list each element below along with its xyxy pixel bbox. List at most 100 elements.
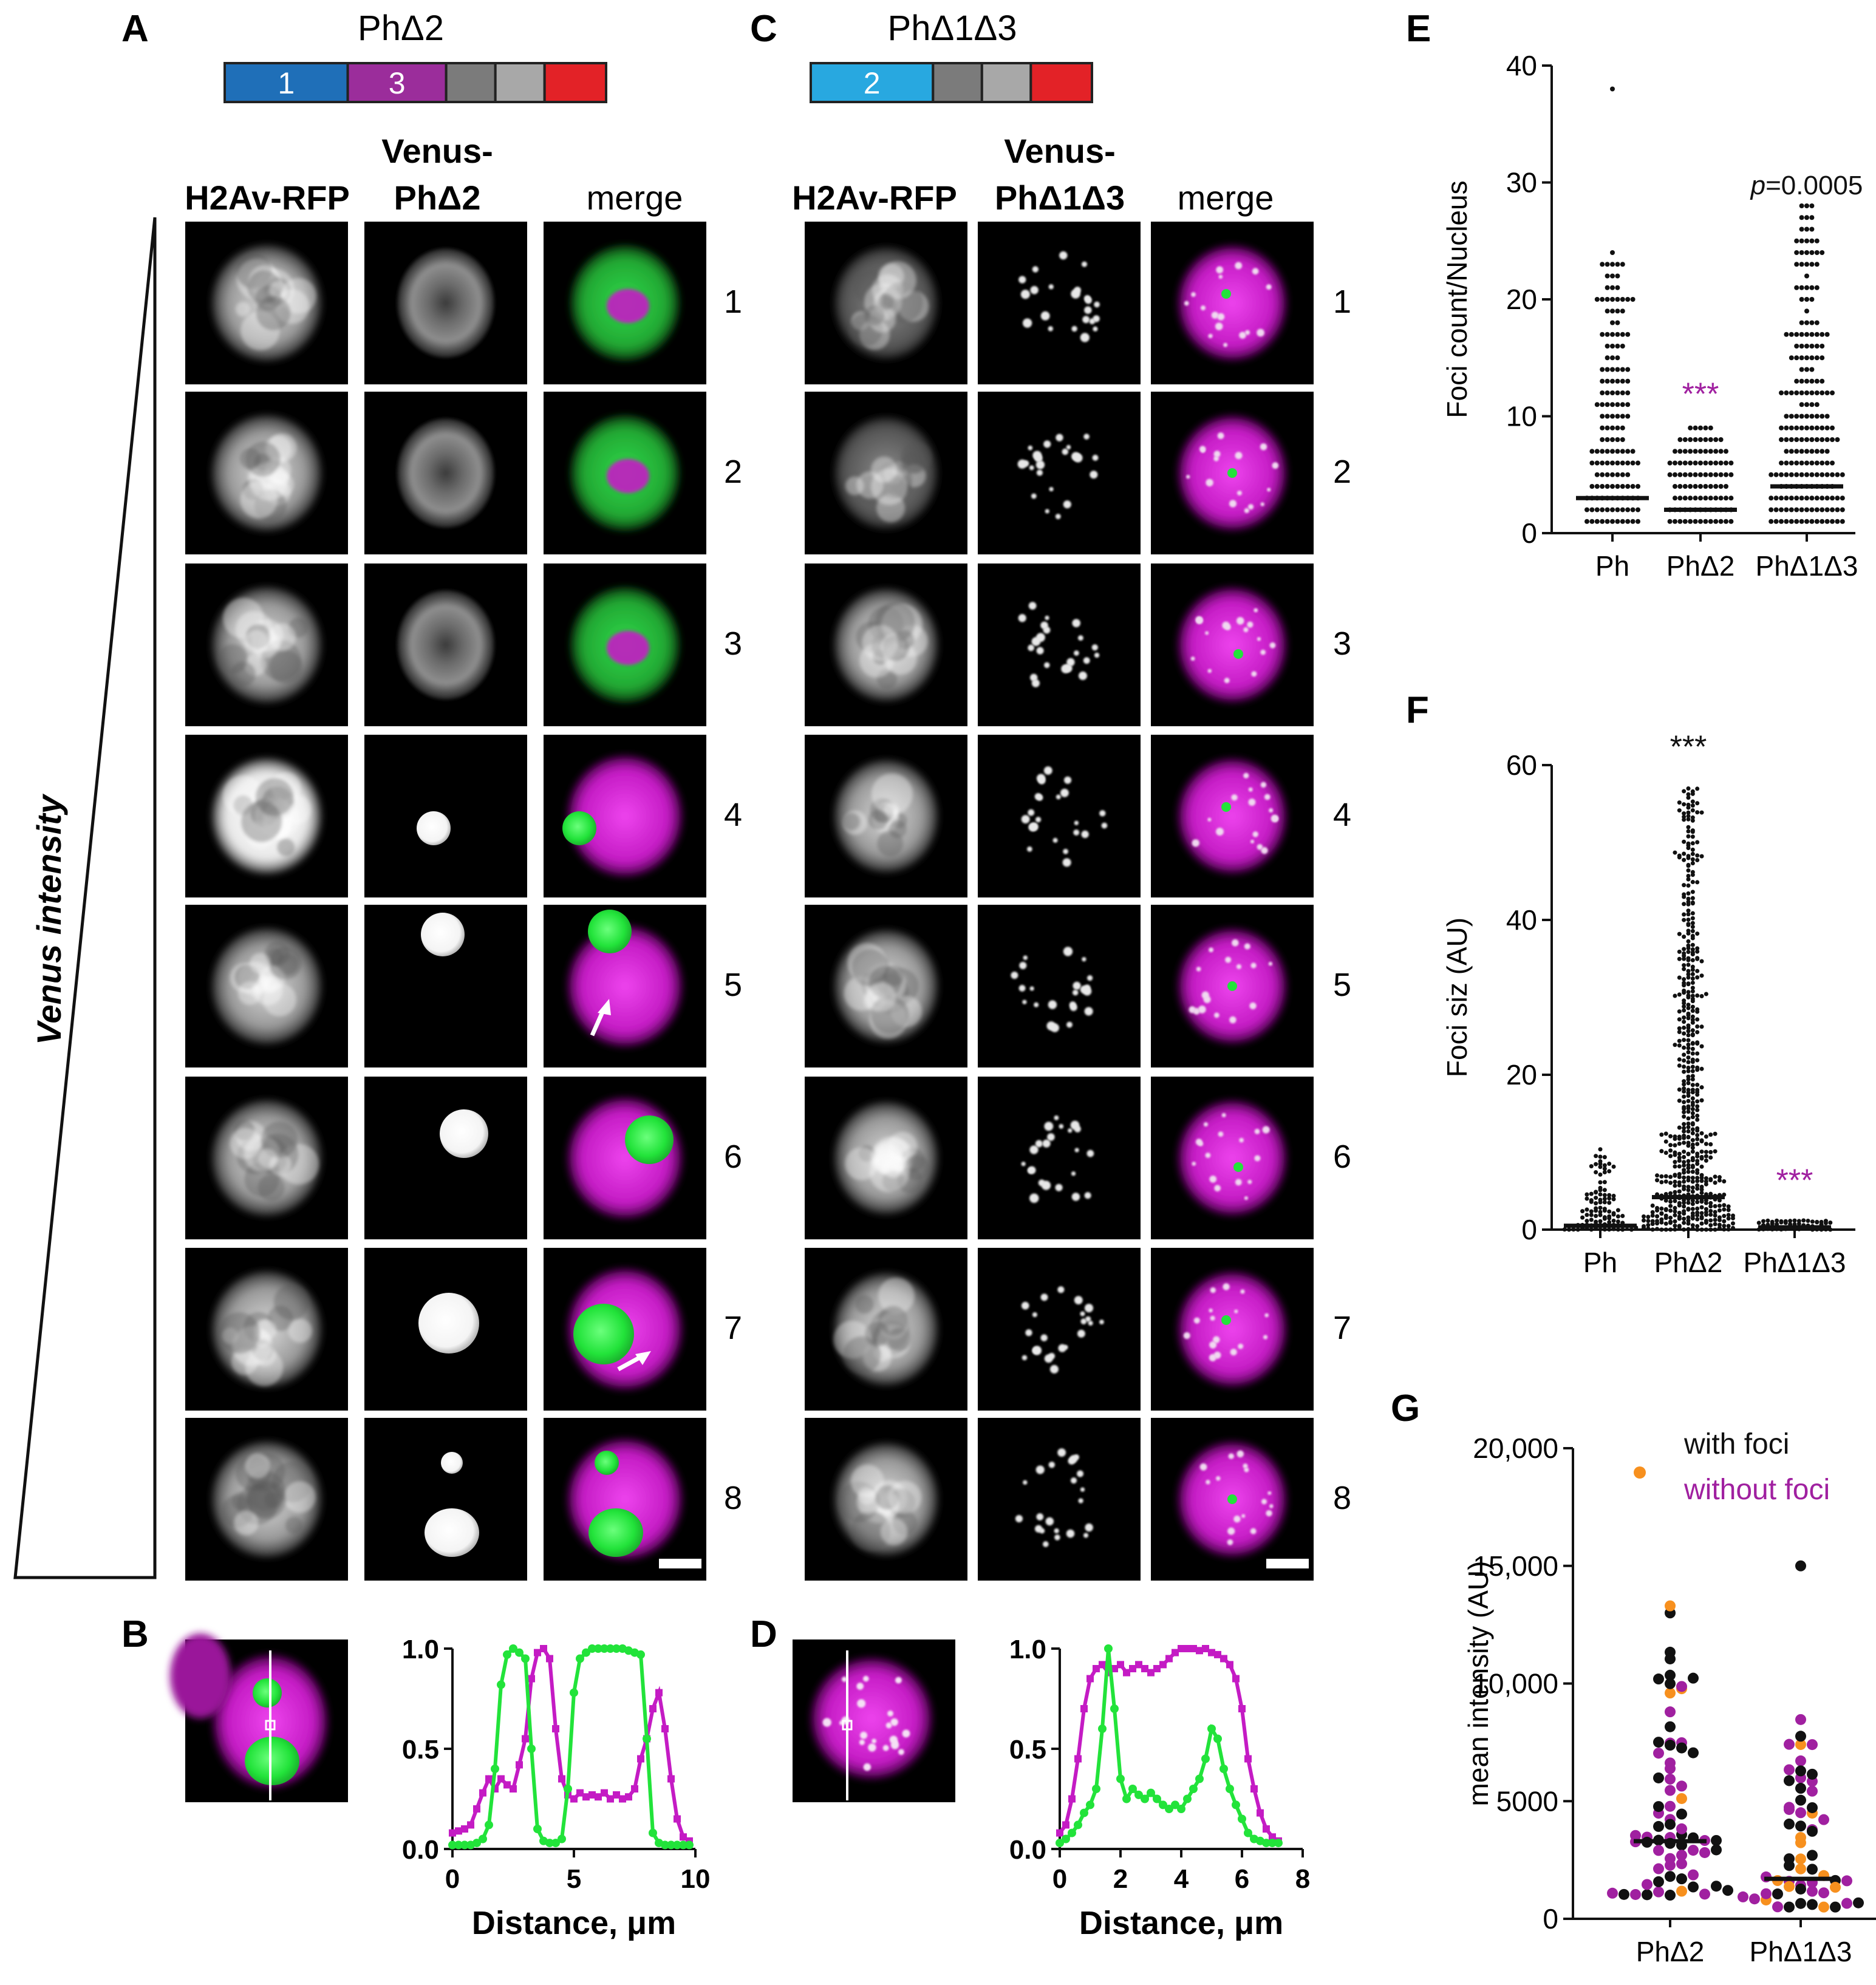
chromatin-texture (277, 838, 295, 856)
data-point (1682, 1100, 1687, 1105)
data-point (1677, 1063, 1682, 1068)
data-point (1665, 1819, 1676, 1830)
arrow-head (635, 1351, 651, 1365)
data-point (1695, 880, 1700, 885)
data-point (1726, 1204, 1731, 1209)
focus-dot (1073, 981, 1081, 990)
data-point (1688, 1845, 1699, 1856)
data-point (1699, 1024, 1704, 1029)
focus-dot (1269, 808, 1274, 813)
data-point (1610, 437, 1615, 442)
data-point (1804, 367, 1809, 372)
data-point (1665, 1600, 1676, 1612)
data-point (1796, 1219, 1801, 1224)
chromatin-texture (258, 1174, 285, 1201)
data-point (1726, 1224, 1731, 1228)
merge-nucleus (567, 1097, 683, 1219)
data-point (1615, 414, 1620, 419)
data-point (1677, 449, 1683, 454)
data-point (1695, 1065, 1700, 1070)
data-point (1677, 931, 1682, 936)
row-number: 5 (1333, 967, 1351, 1003)
data-point (1695, 1187, 1700, 1191)
data-point (1698, 425, 1703, 431)
data-point (1686, 993, 1691, 998)
data-point (1809, 262, 1815, 267)
data-point (1769, 519, 1774, 524)
data-point (1244, 1755, 1252, 1763)
focus-dot (1081, 830, 1089, 839)
column-header-line2: H2Av-RFP (792, 179, 957, 217)
data-point (1080, 1705, 1088, 1712)
data-point (1804, 226, 1809, 232)
data-point (1673, 519, 1677, 524)
data-point (1620, 262, 1625, 267)
data-point (1695, 1040, 1700, 1045)
data-point (1820, 390, 1825, 395)
data-point (1722, 1885, 1733, 1896)
data-point (1610, 414, 1615, 419)
image-cell (1151, 1248, 1314, 1411)
data-point (1682, 1184, 1687, 1189)
data-point (679, 1840, 687, 1850)
focus-dot (1044, 662, 1050, 669)
data-point (1695, 1113, 1700, 1118)
data-point (551, 1839, 560, 1848)
data-point (1801, 1218, 1806, 1223)
data-point (1615, 273, 1620, 279)
data-point (1708, 1204, 1713, 1209)
data-point (1693, 519, 1698, 524)
data-point (1605, 308, 1610, 314)
x-tick-label: 6 (1235, 1864, 1249, 1894)
focus-dot (1231, 794, 1238, 801)
data-point (1690, 1185, 1695, 1190)
data-point (1695, 1168, 1700, 1173)
data-point (1620, 367, 1625, 372)
data-point (1682, 1109, 1687, 1114)
focus-dot (1254, 1155, 1261, 1162)
data-point (1571, 1227, 1576, 1232)
focus-dot (1218, 274, 1223, 279)
focus-dot (1244, 330, 1250, 335)
data-point (1814, 320, 1820, 325)
focus-dot (1018, 276, 1026, 284)
focus-dot (1054, 1115, 1059, 1120)
data-point (1695, 1159, 1700, 1163)
data-point (1607, 1200, 1612, 1205)
data-point (1830, 519, 1835, 524)
data-point (643, 1734, 651, 1743)
column-header-line1: Venus- (381, 132, 493, 170)
data-point (1686, 817, 1691, 822)
data-point (1625, 332, 1631, 337)
data-point (1690, 1179, 1695, 1184)
focus-dot (1213, 1336, 1220, 1344)
data-point (1625, 519, 1631, 524)
data-point (1688, 460, 1693, 466)
scale-bar-C (1266, 1559, 1309, 1568)
data-point (1794, 378, 1799, 384)
merge-condensate (625, 1115, 674, 1164)
panel-letter-D: D (750, 1613, 777, 1655)
chromatin-texture (230, 661, 256, 687)
data-point (661, 1725, 669, 1732)
data-point (1625, 449, 1631, 454)
data-point (1789, 390, 1794, 395)
domain-block (494, 62, 546, 103)
chromatin-texture (240, 481, 278, 519)
data-point (1814, 402, 1820, 407)
data-point (1594, 1170, 1598, 1175)
data-point (1820, 519, 1825, 524)
data-point (1615, 367, 1620, 372)
data-point (1794, 425, 1799, 431)
data-point (1690, 924, 1695, 929)
image-cell (978, 392, 1141, 554)
data-point (1686, 805, 1691, 810)
data-point (1686, 1016, 1691, 1021)
data-point (1835, 437, 1840, 442)
focus-dot (1229, 1016, 1236, 1024)
focus-dot (1031, 493, 1037, 499)
focus-dot (1183, 1332, 1190, 1340)
data-point (533, 1825, 542, 1833)
